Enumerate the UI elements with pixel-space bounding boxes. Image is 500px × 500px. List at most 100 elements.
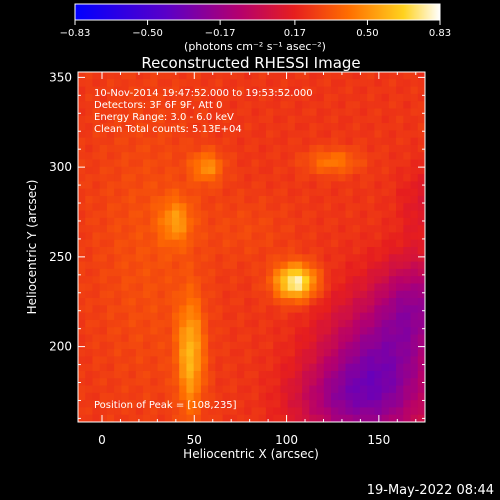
heatmap-cell [237,407,245,416]
heatmap-cell [302,385,310,394]
heatmap-cell [374,334,383,343]
heatmap-cell [294,130,303,139]
heatmap-cell [208,298,216,306]
heatmap-cell [338,137,347,146]
heatmap-cell [106,261,115,270]
heatmap-cell [171,181,180,190]
heatmap-cell [258,334,267,343]
heatmap-cell [128,312,137,321]
heatmap-cell [135,166,144,175]
heatmap-cell [403,290,412,299]
heatmap-cell [244,341,253,350]
heatmap-cell [135,152,144,161]
heatmap-cell [237,225,245,234]
heatmap-cell [403,239,412,248]
heatmap-cell [222,225,231,234]
heatmap-cell [121,327,130,336]
heatmap-cell [171,152,180,161]
heatmap-cell [128,188,137,197]
y-tick-label: 300 [49,160,72,174]
heatmap-cell [302,363,310,372]
heatmap-cell [208,210,216,219]
heatmap-cell [331,225,339,234]
heatmap-cell [121,166,130,175]
heatmap-cell [215,130,224,139]
heatmap-cell [417,305,425,314]
heatmap-cell [237,203,245,212]
heatmap-cell [143,247,151,255]
annotation-line: Detectors: 3F 6F 9F, Att 0 [94,100,222,111]
heatmap-cell [374,72,383,80]
heatmap-cell [316,195,325,204]
heatmap-cell [237,319,245,328]
heatmap-cell [287,349,296,357]
heatmap-cell [200,363,209,372]
heatmap-cell [280,378,289,387]
heatmap-cell [171,290,180,299]
heatmap-cell [251,349,260,357]
heatmap-cell [323,327,332,336]
heatmap-cell [251,232,260,241]
heatmap-cell [396,400,404,409]
heatmap-cell [287,247,296,255]
heatmap-cell [258,137,267,146]
heatmap-cell [157,268,166,277]
heatmap-cell [251,356,260,365]
heatmap-cell [121,261,130,270]
heatmap-cell [367,414,375,422]
heatmap-cell [193,247,202,255]
heatmap-cell [215,327,224,336]
heatmap-cell [323,239,332,248]
heatmap-cell [237,261,245,270]
heatmap-cell [128,123,137,131]
annotation-line: Clean Total counts: 5.13E+04 [94,124,242,135]
heatmap-cell [287,312,296,321]
heatmap-cell [92,93,101,102]
heatmap-cell [280,319,289,328]
heatmap-cell [215,290,224,299]
heatmap-cell [215,378,224,387]
heatmap-cell [164,268,173,277]
heatmap-cell [135,363,144,372]
heatmap-cell [135,79,144,88]
heatmap-cell [417,370,425,379]
heatmap-cell [193,144,202,153]
heatmap-cell [294,123,303,131]
heatmap-cell [208,407,216,416]
heatmap-cell [294,276,303,285]
heatmap-cell [258,101,267,110]
heatmap-cell [381,210,390,219]
heatmap-cell [359,261,368,270]
heatmap-cell [302,283,310,292]
heatmap-cell [367,319,375,328]
heatmap-cell [316,319,325,328]
heatmap-cell [388,93,397,102]
heatmap-cell [92,239,101,248]
heatmap-cell [316,101,325,110]
heatmap-cell [143,319,151,328]
heatmap-cell [78,247,86,255]
heatmap-cell [128,181,137,190]
heatmap-cell [280,298,289,306]
heatmap-cell [85,247,94,255]
heatmap-cell [302,319,310,328]
heatmap-cell [99,370,108,379]
heatmap-cell [273,93,282,102]
heatmap-cell [106,195,115,204]
heatmap-cell [171,349,180,357]
heatmap-cell [367,327,375,336]
heatmap-cell [78,400,86,409]
heatmap-cell [374,159,383,168]
heatmap-cell [179,407,188,416]
heatmap-cell [193,298,202,306]
heatmap-cell [417,79,425,88]
heatmap-cell [106,327,115,336]
heatmap-cell [85,86,94,95]
heatmap-cell [367,225,375,234]
heatmap-cell [403,174,412,182]
heatmap-cell [323,298,332,306]
heatmap-cell [179,79,188,88]
heatmap-cell [294,203,303,212]
heatmap-cell [237,298,245,306]
heatmap-cell [143,101,151,110]
